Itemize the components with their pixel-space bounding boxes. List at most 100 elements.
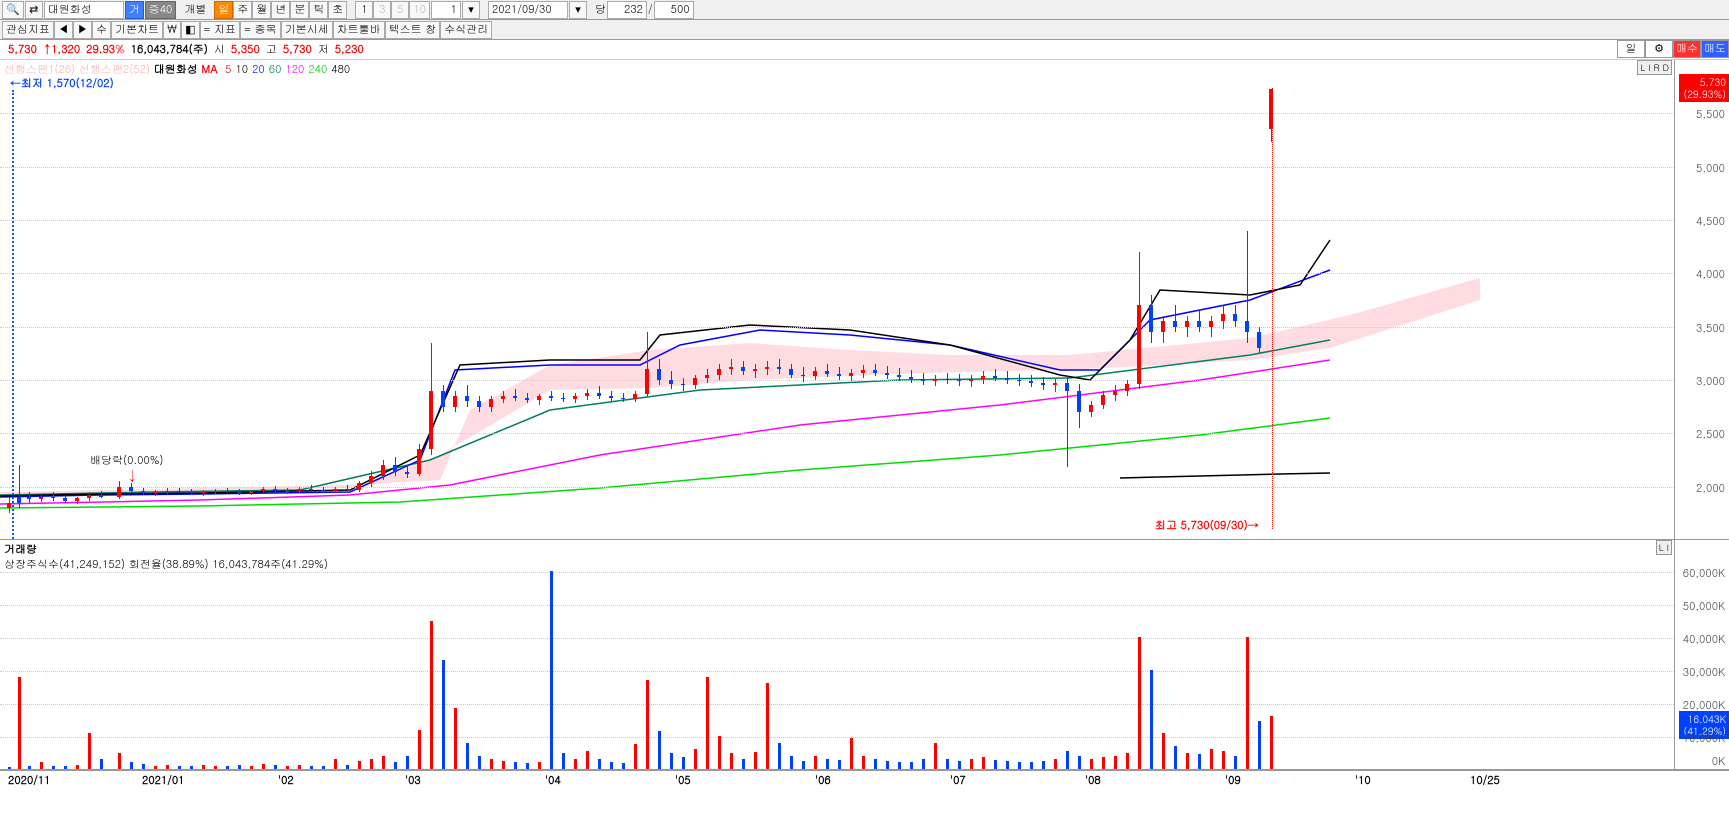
badge-jeung[interactable]: 증40 (145, 1, 177, 19)
tb2-◀[interactable]: ◀ (54, 21, 73, 39)
candle-body (285, 491, 289, 492)
vol-sub: 상장주식수(41,249,152) 회전율(38.89%) 16,043,784… (4, 557, 328, 572)
x-tick: '07 (950, 773, 966, 788)
period-년[interactable]: 년 (271, 1, 290, 19)
volume-bar (994, 760, 997, 769)
volume-bar (1006, 761, 1009, 769)
period-월[interactable]: 월 (252, 1, 271, 19)
candle-body (1161, 321, 1165, 332)
candle-body (1137, 305, 1141, 384)
tb2-수[interactable]: 수 (92, 21, 111, 39)
ma-legend-values: 5102060120240480 (221, 62, 350, 77)
spin-dropdown-icon[interactable]: ▾ (462, 1, 480, 19)
ytick: 2,000 (1696, 481, 1725, 496)
vol-gridline (0, 671, 1674, 672)
total-input[interactable] (654, 1, 694, 19)
volume-bar (1054, 759, 1057, 769)
mult-5[interactable]: 5 (391, 1, 409, 19)
tb2-기본차트[interactable]: 기본차트 (111, 21, 163, 39)
volume-bar (88, 733, 91, 769)
candle-body (1041, 383, 1045, 385)
legend-span1: 선행스팬1(26) (4, 62, 75, 77)
candle-body (393, 465, 397, 471)
period-분[interactable]: 분 (290, 1, 309, 19)
volume-bar (1066, 751, 1069, 769)
date-dropdown-icon[interactable]: ▾ (569, 1, 587, 19)
candle-body (141, 491, 145, 493)
mode-label: 당 (595, 2, 606, 17)
tb2-기본시세[interactable]: 기본시세 (281, 21, 333, 39)
volume-bar (514, 762, 517, 769)
volume-bar (526, 763, 529, 769)
count-input[interactable] (607, 1, 647, 19)
spin-input[interactable] (431, 1, 461, 19)
date-input[interactable] (488, 1, 568, 19)
legend-ma: MA (201, 62, 217, 77)
candle-body (873, 370, 877, 372)
price-chart[interactable]: 선행스팬1(26) 선행스팬2(52) 대원화성 MA 510206012024… (0, 60, 1729, 540)
ma-legend-20: 20 (252, 62, 265, 77)
mult-10[interactable]: 10 (409, 1, 430, 19)
volume: 16,043,784(주) (131, 42, 208, 57)
candle-body (1149, 305, 1153, 332)
tb2-= 종목[interactable]: = 종목 (240, 21, 281, 39)
candle-body (1245, 321, 1249, 332)
tb2-₩[interactable]: ₩ (163, 21, 181, 39)
badge-geo[interactable]: 거 (125, 1, 144, 19)
volume-bar (574, 759, 577, 769)
candle-body (321, 490, 325, 491)
volume-bar (454, 708, 457, 769)
ma-legend-5: 5 (225, 62, 231, 77)
volume-bar (40, 762, 43, 769)
pct: 29.93% (86, 42, 125, 57)
gridline (0, 273, 1674, 274)
candle-body (801, 375, 805, 376)
tb2-▶[interactable]: ▶ (73, 21, 92, 39)
close-price: 5,730 (8, 42, 37, 57)
volume-y-axis: 16,043K (41.29%) 0K 10,000K20,000K30,000… (1674, 540, 1729, 769)
candle-body (909, 377, 913, 379)
volume-bar (430, 621, 433, 769)
tb2-관심지표[interactable]: 관심지표 (2, 21, 54, 39)
candle-body (1089, 405, 1093, 412)
search-icon[interactable]: 🔍 (2, 1, 24, 19)
volume-bar (286, 766, 289, 769)
low-annotation: ←최저 1,570(12/02) (10, 76, 114, 91)
candle-body (489, 399, 493, 406)
sell-button[interactable]: 매도 (1701, 40, 1729, 58)
tb2-수식관리[interactable]: 수식관리 (440, 21, 492, 39)
candle-body (87, 495, 91, 498)
candle-body (465, 396, 469, 401)
period-틱[interactable]: 틱 (309, 1, 328, 19)
gear-icon[interactable]: ⚙ (1645, 40, 1673, 58)
tb2-◧[interactable]: ◧ (181, 21, 199, 39)
volume-bar (1234, 756, 1237, 769)
tb2-텍스트 창[interactable]: 텍스트 창 (385, 21, 441, 39)
mult-3[interactable]: 3 (373, 1, 391, 19)
candle-body (369, 476, 373, 483)
buy-button[interactable]: 매수 (1673, 40, 1701, 58)
volume-chart[interactable]: 거래량 상장주식수(41,249,152) 회전율(38.89%) 16,043… (0, 540, 1729, 770)
volume-bar (1210, 749, 1213, 769)
mult-1[interactable]: 1 (355, 1, 373, 19)
period-초[interactable]: 초 (328, 1, 347, 19)
tb2-차트툴바[interactable]: 차트툴바 (333, 21, 385, 39)
volume-bar (778, 743, 781, 769)
candle-body (681, 384, 685, 385)
day-button[interactable]: 일 (1617, 40, 1645, 58)
volume-bar (598, 759, 601, 769)
vol-icons[interactable]: L I (1656, 540, 1672, 555)
refresh-icon[interactable]: ⇄ (25, 1, 43, 19)
period-주[interactable]: 주 (233, 1, 252, 19)
tb2-= 지표[interactable]: = 지표 (200, 21, 241, 39)
candle-body (1077, 391, 1081, 412)
candle-body (405, 472, 409, 474)
volume-canvas[interactable] (0, 556, 1674, 769)
candle-body (981, 376, 985, 379)
high-annotation: 최고 5,730(09/30)→ (1155, 518, 1259, 533)
stock-name-input[interactable] (44, 1, 124, 19)
volume-bar (190, 766, 193, 769)
price-canvas[interactable] (0, 60, 1674, 539)
period-일[interactable]: 일 (214, 1, 233, 19)
candle-body (99, 495, 103, 497)
